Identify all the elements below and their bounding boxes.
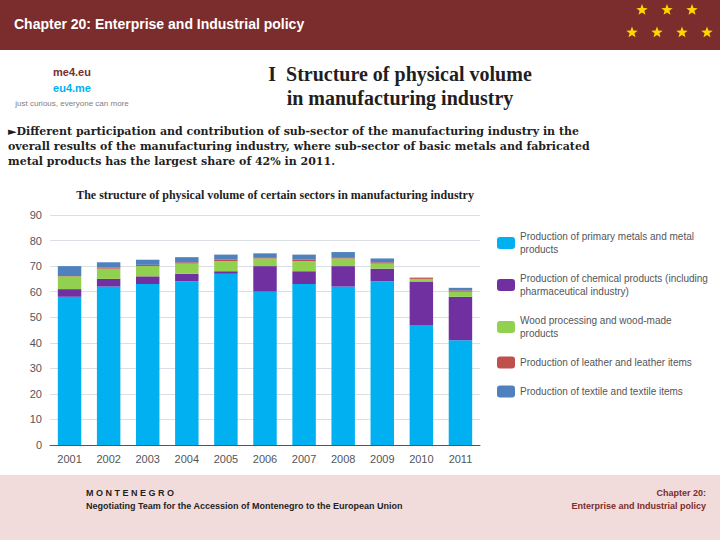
svg-text:pharmaceutical industry): pharmaceutical industry) <box>520 286 629 297</box>
svg-text:me4.eu: me4.eu <box>53 66 91 78</box>
svg-text:in manufacturing industry: in manufacturing industry <box>287 87 514 110</box>
svg-text:80: 80 <box>30 235 42 247</box>
svg-text:just curious, everyone can mor: just curious, everyone can more <box>14 99 129 108</box>
svg-text:Enterprise and Industrial poli: Enterprise and Industrial policy <box>571 501 706 511</box>
svg-text:2005: 2005 <box>214 453 238 465</box>
svg-text:2002: 2002 <box>96 453 120 465</box>
svg-text:The structure of physical volu: The structure of physical volume of cert… <box>76 188 474 202</box>
svg-text:2011: 2011 <box>449 453 473 465</box>
svg-text:90: 90 <box>30 209 42 221</box>
svg-text:products: products <box>520 244 558 255</box>
svg-text:70: 70 <box>30 260 42 272</box>
svg-text:Production of textile and text: Production of textile and textile items <box>520 386 683 397</box>
svg-text:40: 40 <box>30 337 42 349</box>
svg-text:Production of chemical product: Production of chemical products (includi… <box>520 273 708 284</box>
svg-text:10: 10 <box>30 413 42 425</box>
svg-text:eu4.me: eu4.me <box>53 82 91 94</box>
svg-text:Chapter 20: Enterprise and Ind: Chapter 20: Enterprise and Industrial po… <box>14 16 304 32</box>
svg-text:M O N T E N E G R O: M O N T E N E G R O <box>86 488 174 498</box>
svg-text:2004: 2004 <box>175 453 199 465</box>
svg-text:60: 60 <box>30 286 42 298</box>
svg-text:30: 30 <box>30 362 42 374</box>
svg-text:2003: 2003 <box>135 453 159 465</box>
svg-text:►Different participation and c: ►Different participation and contributio… <box>8 125 579 138</box>
svg-text:I Structure of physical volum: I Structure of physical volume <box>268 63 532 86</box>
svg-text:Production of leather and leat: Production of leather and leather items <box>520 357 692 368</box>
svg-text:50: 50 <box>30 311 42 323</box>
svg-text:overall results of the manufac: overall results of the manufacturing ind… <box>8 140 590 153</box>
svg-text:Wood processing and wood-made: Wood processing and wood-made <box>520 315 674 326</box>
svg-text:2010: 2010 <box>409 453 433 465</box>
svg-text:2008: 2008 <box>331 453 355 465</box>
svg-text:2001: 2001 <box>57 453 81 465</box>
svg-text:metal products has the largest: metal products has the largest share of … <box>8 155 335 168</box>
svg-text:products: products <box>520 328 558 339</box>
svg-text:2007: 2007 <box>292 453 316 465</box>
svg-text:Negotiating Team for the Acces: Negotiating Team for the Accession of Mo… <box>86 501 403 511</box>
svg-text:Production of primary metals a: Production of primary metals and metal <box>520 231 697 242</box>
svg-text:20: 20 <box>30 388 42 400</box>
svg-text:Chapter 20:: Chapter 20: <box>656 488 706 498</box>
svg-text:2006: 2006 <box>253 453 277 465</box>
svg-text:0: 0 <box>36 439 42 451</box>
svg-text:2009: 2009 <box>370 453 394 465</box>
